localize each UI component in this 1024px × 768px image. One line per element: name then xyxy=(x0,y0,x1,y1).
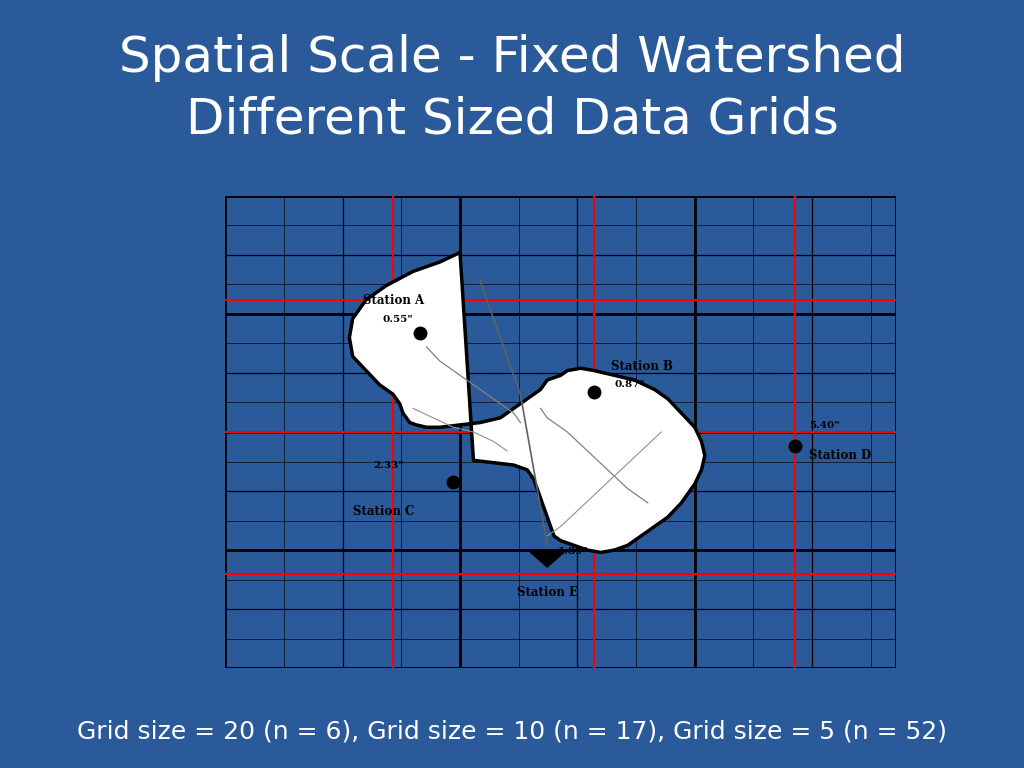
Text: 1.89": 1.89" xyxy=(557,547,588,556)
Text: 0.87": 0.87" xyxy=(614,380,645,389)
Text: Grid size = 20 (n = 6), Grid size = 10 (n = 17), Grid size = 5 (n = 52): Grid size = 20 (n = 6), Grid size = 10 (… xyxy=(77,719,947,743)
Text: 0.55": 0.55" xyxy=(383,316,414,324)
Polygon shape xyxy=(528,551,566,567)
Text: 5.40": 5.40" xyxy=(809,421,840,429)
Text: Station A: Station A xyxy=(362,294,424,307)
Text: Station B: Station B xyxy=(611,360,673,373)
Text: Different Sized Data Grids: Different Sized Data Grids xyxy=(185,95,839,143)
Text: Station D: Station D xyxy=(809,449,871,462)
Text: Station E: Station E xyxy=(517,585,578,598)
Text: 2.33": 2.33" xyxy=(373,461,403,470)
Polygon shape xyxy=(349,253,705,552)
Text: Spatial Scale - Fixed Watershed: Spatial Scale - Fixed Watershed xyxy=(119,34,905,81)
Text: Station C: Station C xyxy=(352,505,414,518)
